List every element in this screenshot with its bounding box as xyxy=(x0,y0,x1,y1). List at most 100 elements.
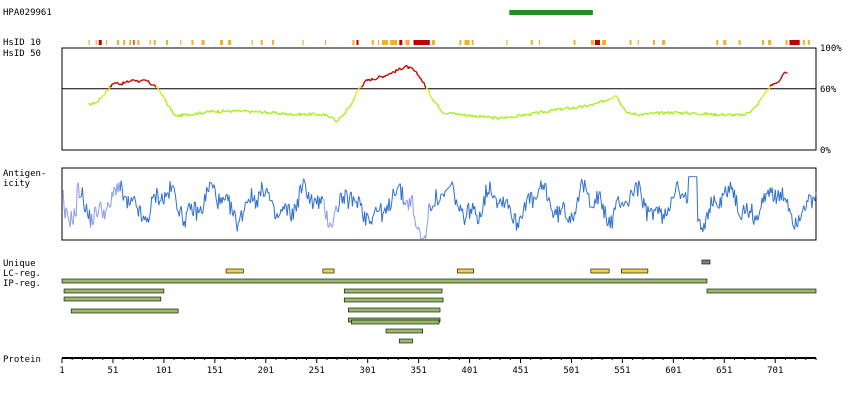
antigenicity-segment xyxy=(272,202,275,207)
antigenicity-segment xyxy=(699,219,702,231)
identity-profile-segment xyxy=(113,82,116,85)
antigenicity-segment xyxy=(382,211,385,214)
antigenicity-segment xyxy=(192,201,195,216)
antigenicity-segment xyxy=(737,210,740,215)
identity-profile-segment xyxy=(735,113,738,116)
antigenicity-segment xyxy=(404,199,407,206)
antigenicity-segment xyxy=(172,185,175,188)
identity-profile-segment xyxy=(775,81,778,84)
identity-profile-segment xyxy=(546,110,549,113)
antigenicity-segment xyxy=(136,206,138,209)
identity-profile-segment xyxy=(464,114,468,117)
antigenicity-segment xyxy=(81,187,84,202)
antigenicity-segment xyxy=(772,199,775,202)
antigenicity-segment xyxy=(232,209,235,217)
identity-profile-segment xyxy=(269,112,272,115)
antigenicity-segment xyxy=(141,219,143,222)
identity-profile-segment xyxy=(544,111,547,114)
identity-profile-segment xyxy=(217,109,220,114)
antigenicity-segment xyxy=(415,225,418,228)
hsid10-stripe xyxy=(506,40,508,45)
identity-profile-segment xyxy=(318,113,321,116)
identity-profile-segment xyxy=(476,116,479,119)
identity-profile-segment xyxy=(440,110,443,113)
identity-profile-segment xyxy=(564,107,567,110)
identity-profile-segment xyxy=(435,102,438,105)
antigenicity-segment xyxy=(792,224,795,228)
identity-profile-segment xyxy=(706,112,709,115)
identity-profile-segment xyxy=(283,113,286,115)
identity-profile-segment xyxy=(236,109,239,112)
identity-profile-segment xyxy=(444,112,447,115)
antigenicity-segment xyxy=(98,203,101,210)
antigenicity-segment xyxy=(628,200,631,207)
identity-profile-segment xyxy=(695,112,698,115)
identity-profile-segment xyxy=(459,113,462,116)
hsid10-stripe xyxy=(802,40,805,45)
antigenicity-segment xyxy=(536,194,539,199)
antigenicity-segment xyxy=(611,214,614,229)
identity-profile-segment xyxy=(533,111,536,114)
identity-profile-segment xyxy=(652,112,655,115)
antigenicity-segment xyxy=(724,186,727,195)
antigenicity-segment xyxy=(451,181,454,187)
antigenicity-segment xyxy=(437,202,440,206)
hsid10-stripe xyxy=(413,40,430,45)
protein-axis-tick-label: 551 xyxy=(614,366,630,376)
antigenicity-segment xyxy=(208,181,211,193)
identity-profile-segment xyxy=(382,75,385,79)
antigenicity-segment xyxy=(573,212,576,222)
identity-profile-segment xyxy=(342,113,345,117)
antigenicity-segment xyxy=(418,226,421,231)
antigenicity-segment xyxy=(100,201,103,212)
protein-axis-tick-label: 501 xyxy=(563,366,579,376)
protein-axis-tick-label: 301 xyxy=(360,366,376,376)
identity-profile-segment xyxy=(289,112,292,115)
antigenicity-segment xyxy=(617,196,620,205)
identity-profile-segment xyxy=(405,64,408,67)
antigenicity-segment xyxy=(333,210,336,216)
antigenicity-segment xyxy=(368,218,371,224)
identity-profile-segment xyxy=(582,105,585,108)
hsid10-stripe xyxy=(324,40,327,45)
antigenicity-segment xyxy=(157,193,160,206)
hsid10-stripe xyxy=(117,40,120,45)
antigenicity-segment xyxy=(293,203,296,207)
identity-profile-segment xyxy=(110,83,113,88)
identity-profile-segment xyxy=(688,112,691,115)
identity-profile-segment xyxy=(213,110,216,113)
antigenicity-segment xyxy=(807,194,810,203)
identity-profile-segment xyxy=(534,111,537,114)
identity-profile-segment xyxy=(736,113,739,116)
hsid10-stripe xyxy=(768,40,772,45)
identity-profile-segment xyxy=(362,81,366,85)
identity-profile-segment xyxy=(415,71,419,76)
antigenicity-segment xyxy=(105,209,108,211)
identity-profile-segment xyxy=(765,89,768,93)
antigenicity-segment xyxy=(67,217,70,223)
antigenicity-segment xyxy=(474,206,477,216)
antigenicity-segment xyxy=(85,204,88,215)
identity-profile-segment xyxy=(523,113,527,117)
antigenicity-segment xyxy=(381,213,384,223)
antigenicity-segment xyxy=(739,215,742,219)
hsid10-stripe xyxy=(530,40,533,45)
protein-axis-tick-label: 101 xyxy=(156,366,172,376)
identity-profile-segment xyxy=(700,113,703,116)
identity-profile-segment xyxy=(387,73,390,76)
identity-profile-segment xyxy=(439,108,442,112)
antigenicity-segment xyxy=(543,183,546,191)
identity-profile-segment xyxy=(157,87,160,91)
antigenicity-segment xyxy=(233,209,236,214)
antigenicity-segment xyxy=(704,217,707,230)
identity-profile-segment xyxy=(636,113,639,116)
antigenicity-segment xyxy=(414,216,417,226)
identity-profile-segment xyxy=(234,109,237,112)
antigenicity-segment xyxy=(110,191,113,206)
identity-profile-segment xyxy=(99,97,102,99)
identity-profile-segment xyxy=(737,113,740,116)
identity-profile-segment xyxy=(401,67,404,70)
identity-profile-segment xyxy=(119,83,122,86)
identity-profile-segment xyxy=(777,80,780,83)
antigenicity-segment xyxy=(428,203,431,206)
